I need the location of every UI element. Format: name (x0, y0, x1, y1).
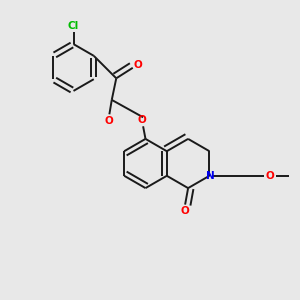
Text: O: O (181, 206, 190, 216)
Text: O: O (134, 60, 142, 70)
Text: Cl: Cl (67, 20, 79, 31)
Text: O: O (265, 171, 274, 181)
Text: O: O (137, 115, 146, 125)
Text: N: N (206, 171, 214, 181)
Text: O: O (104, 116, 113, 126)
